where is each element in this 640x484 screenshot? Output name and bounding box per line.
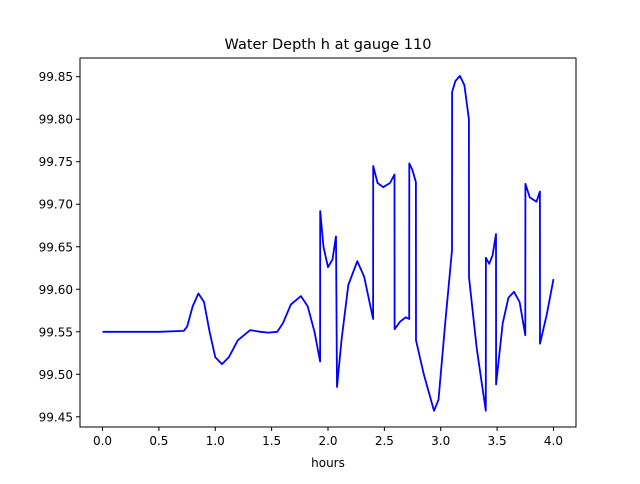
y-tick-label: 99.70 xyxy=(39,198,73,212)
y-axis: 99.45 99.50 99.55 99.60 99.65 99.70 99.75 99.80… xyxy=(39,70,80,424)
x-tick-label: 0.0 xyxy=(93,434,112,448)
plot-area xyxy=(102,75,555,412)
x-tick-label: 1.0 xyxy=(206,434,225,448)
y-tick-label: 99.50 xyxy=(39,368,73,382)
x-tick-label: 2.0 xyxy=(318,434,337,448)
x-axis-label: hours xyxy=(311,456,345,470)
x-tick-label: 1.5 xyxy=(262,434,281,448)
x-tick-label: 3.0 xyxy=(431,434,450,448)
y-tick-label: 99.80 xyxy=(39,113,73,127)
x-axis: 0.0 0.5 1.0 1.5 2.0 2.5 3.0 3.5 4.0 xyxy=(93,427,563,448)
y-tick-label: 99.85 xyxy=(39,70,73,84)
y-tick-label: 99.60 xyxy=(39,283,73,297)
x-tick-label: 3.5 xyxy=(488,434,507,448)
axes-frame xyxy=(79,57,577,428)
x-tick-label: 2.5 xyxy=(375,434,394,448)
y-tick-label: 99.55 xyxy=(39,325,73,339)
series-line-h xyxy=(102,75,555,412)
x-tick-label: 0.5 xyxy=(149,434,168,448)
x-tick-label: 4.0 xyxy=(544,434,563,448)
chart-title: Water Depth h at gauge 110 xyxy=(225,37,432,53)
y-tick-label: 99.75 xyxy=(39,155,73,169)
y-tick-label: 99.65 xyxy=(39,240,73,254)
y-tick-label: 99.45 xyxy=(39,410,73,424)
